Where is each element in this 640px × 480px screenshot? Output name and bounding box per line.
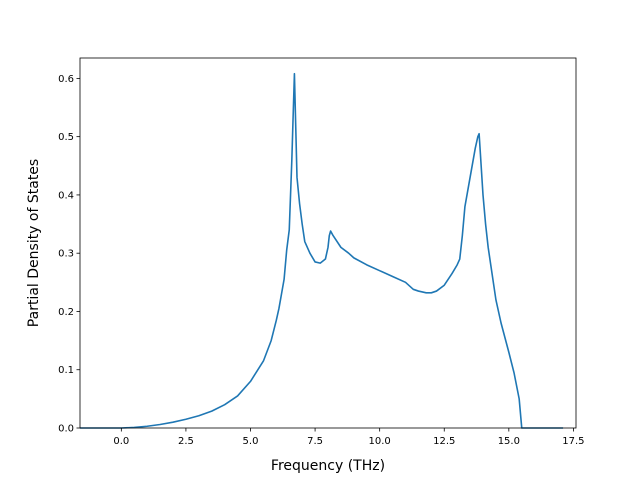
series-layer [80, 72, 564, 429]
y-tick-label: 0.5 [58, 132, 74, 143]
y-tick-label: 0.2 [58, 307, 74, 318]
x-tick-label: 0.0 [113, 436, 129, 447]
x-axis-label: Frequency (THz) [271, 458, 385, 474]
x-tick-label: 17.5 [562, 436, 584, 447]
x-axis-ticks: 0.0 2.5 5.0 7.5 10.0 12.5 15.0 17.5 [113, 428, 585, 447]
y-tick-label: 0.1 [58, 365, 74, 376]
y-tick-label: 0.0 [58, 424, 74, 435]
y-tick-label: 0.6 [58, 74, 74, 85]
y-tick-label: 0.4 [58, 190, 74, 201]
y-axis-ticks: 0.0 0.1 0.2 0.3 0.4 0.5 0.6 [58, 74, 80, 435]
x-tick-label: 7.5 [307, 436, 323, 447]
x-tick-label: 10.0 [369, 436, 391, 447]
x-tick-label: 5.0 [243, 436, 259, 447]
series-line-0 [80, 72, 564, 429]
plot-frame [79, 57, 577, 429]
x-tick-label: 15.0 [498, 436, 520, 447]
x-tick-label: 2.5 [178, 436, 194, 447]
y-axis-label: Partial Density of States [26, 159, 42, 327]
y-tick-label: 0.3 [58, 249, 74, 260]
x-tick-label: 12.5 [433, 436, 455, 447]
